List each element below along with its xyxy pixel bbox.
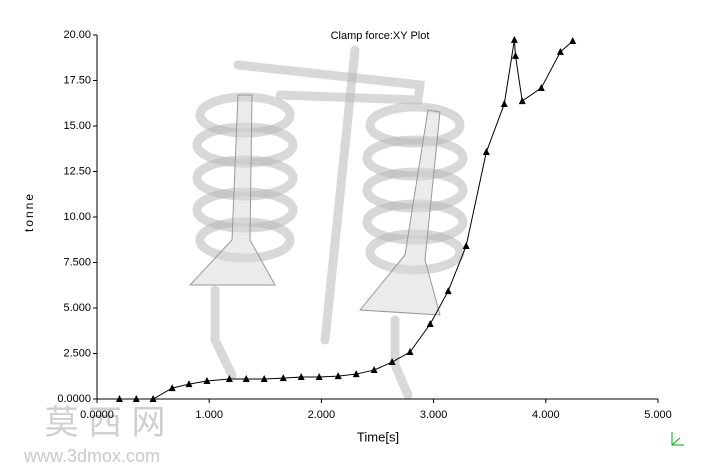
y-tick-label: 7.500 <box>63 256 91 268</box>
watermark-url: www.3dmox.com <box>23 446 160 466</box>
point-marker <box>500 99 508 107</box>
y-axis-label: tonne <box>22 192 36 232</box>
point-marker <box>462 241 470 249</box>
point-marker <box>518 97 526 105</box>
x-tick-label: 0.0000 <box>80 409 114 421</box>
point-marker <box>203 376 211 384</box>
point-marker <box>510 35 518 43</box>
point-marker <box>370 366 378 374</box>
point-marker <box>132 395 140 402</box>
point-marker <box>225 374 233 382</box>
point-marker <box>185 380 193 388</box>
x-tick-label: 4.000 <box>532 409 560 421</box>
y-tick-label: 5.000 <box>63 302 91 314</box>
point-marker <box>556 47 564 55</box>
point-marker <box>352 370 360 378</box>
point-marker <box>168 384 176 392</box>
point-marker <box>537 83 545 91</box>
y-tick-label: 20.00 <box>63 29 91 41</box>
point-marker <box>115 395 123 402</box>
y-tick-label: 17.50 <box>63 74 91 86</box>
y-tick-label: 15.00 <box>63 120 91 132</box>
mold-model <box>188 45 468 400</box>
point-marker <box>315 372 323 380</box>
point-marker <box>297 372 305 380</box>
point-marker <box>260 374 268 382</box>
point-marker <box>444 287 452 295</box>
x-tick-label: 5.000 <box>644 409 672 421</box>
point-marker <box>426 320 434 328</box>
point-marker <box>334 372 342 380</box>
chart-title: Clamp force:XY Plot <box>331 30 430 42</box>
coil-left <box>188 92 298 380</box>
y-tick-label: 2.500 <box>63 347 91 359</box>
point-marker <box>388 358 396 366</box>
axis-triad <box>671 432 684 446</box>
x-tick-label: 3.000 <box>420 409 448 421</box>
y-tick-label: 0.0000 <box>57 393 91 405</box>
watermark-logo: 莫 西 网 <box>45 404 166 442</box>
y-tick-label: 12.50 <box>63 165 91 177</box>
series-line <box>119 39 574 400</box>
point-marker <box>279 374 287 382</box>
x-tick-label: 1.000 <box>195 409 223 421</box>
point-marker <box>406 348 414 356</box>
y-tick-label: 10.00 <box>63 211 91 223</box>
point-marker <box>149 395 157 402</box>
point-marker <box>512 51 520 59</box>
x-axis-label: Time[s] <box>357 429 399 444</box>
point-marker <box>569 37 577 45</box>
point-marker <box>482 148 490 156</box>
channel <box>320 45 360 345</box>
x-tick-label: 2.000 <box>308 409 336 421</box>
point-marker <box>242 374 250 382</box>
